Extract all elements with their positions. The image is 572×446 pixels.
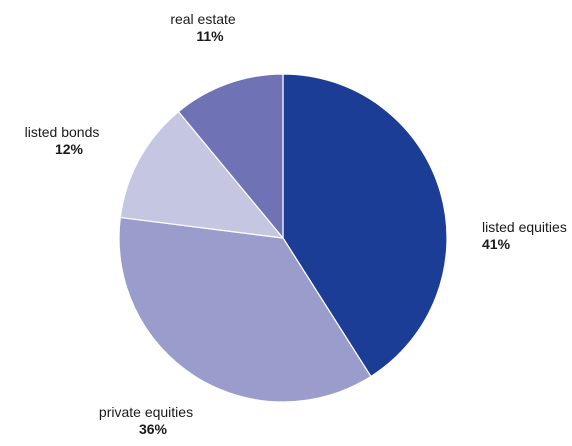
- pie-slice-private-equities: [118, 216, 372, 403]
- pie-slice-real-estate: [177, 73, 284, 239]
- pie-slice-listed-bonds: [119, 111, 284, 239]
- slice-label-private-equities: private equities: [99, 404, 193, 420]
- slice-label-listed-bonds: listed bonds: [25, 124, 100, 140]
- slice-label-real-estate: real estate: [170, 11, 236, 27]
- pie-slice-listed-equities: [282, 73, 448, 378]
- slice-value-real-estate: 11%: [196, 28, 224, 44]
- slice-label-listed-equities: listed equities: [482, 219, 567, 235]
- slice-value-private-equities: 36%: [139, 421, 168, 437]
- slice-value-listed-equities: 41%: [482, 236, 511, 252]
- slice-value-listed-bonds: 12%: [55, 141, 84, 157]
- slices-layer: [118, 73, 448, 403]
